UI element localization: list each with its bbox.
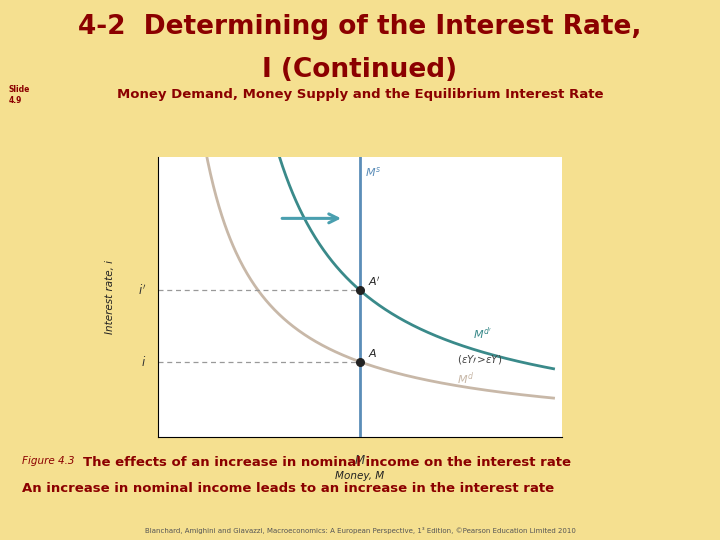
Text: I (Continued): I (Continued) [262,57,458,83]
Text: $M$: $M$ [354,454,366,467]
Text: $i$: $i$ [141,355,146,369]
Text: Figure 4.3: Figure 4.3 [22,456,74,467]
Text: $M^d$: $M^d$ [456,371,474,387]
Text: $A$: $A$ [368,347,377,359]
Text: 4-2  Determining of the Interest Rate,: 4-2 Determining of the Interest Rate, [78,14,642,39]
Text: Interest rate, i: Interest rate, i [105,260,115,334]
Text: $A'$: $A'$ [368,274,381,287]
Text: The effects of an increase in nominal income on the interest rate: The effects of an increase in nominal in… [83,456,571,469]
Text: Money, M: Money, M [336,471,384,481]
Text: Money Demand, Money Supply and the Equilibrium Interest Rate: Money Demand, Money Supply and the Equil… [117,88,603,101]
Text: $i'$: $i'$ [138,283,146,298]
Text: $M^{d'}$: $M^{d'}$ [473,326,492,342]
Text: Blanchard, Amighini and Giavazzi, Macroeconomics: A European Perspective, 1³ Edi: Blanchard, Amighini and Giavazzi, Macroe… [145,526,575,534]
Text: $M^s$: $M^s$ [365,165,381,179]
Text: An increase in nominal income leads to an increase in the interest rate: An increase in nominal income leads to a… [22,482,554,495]
Text: $(\epsilon Y\prime\!>\!\epsilon Y)$: $(\epsilon Y\prime\!>\!\epsilon Y)$ [456,354,502,367]
Text: Slide
4.9: Slide 4.9 [9,85,30,105]
